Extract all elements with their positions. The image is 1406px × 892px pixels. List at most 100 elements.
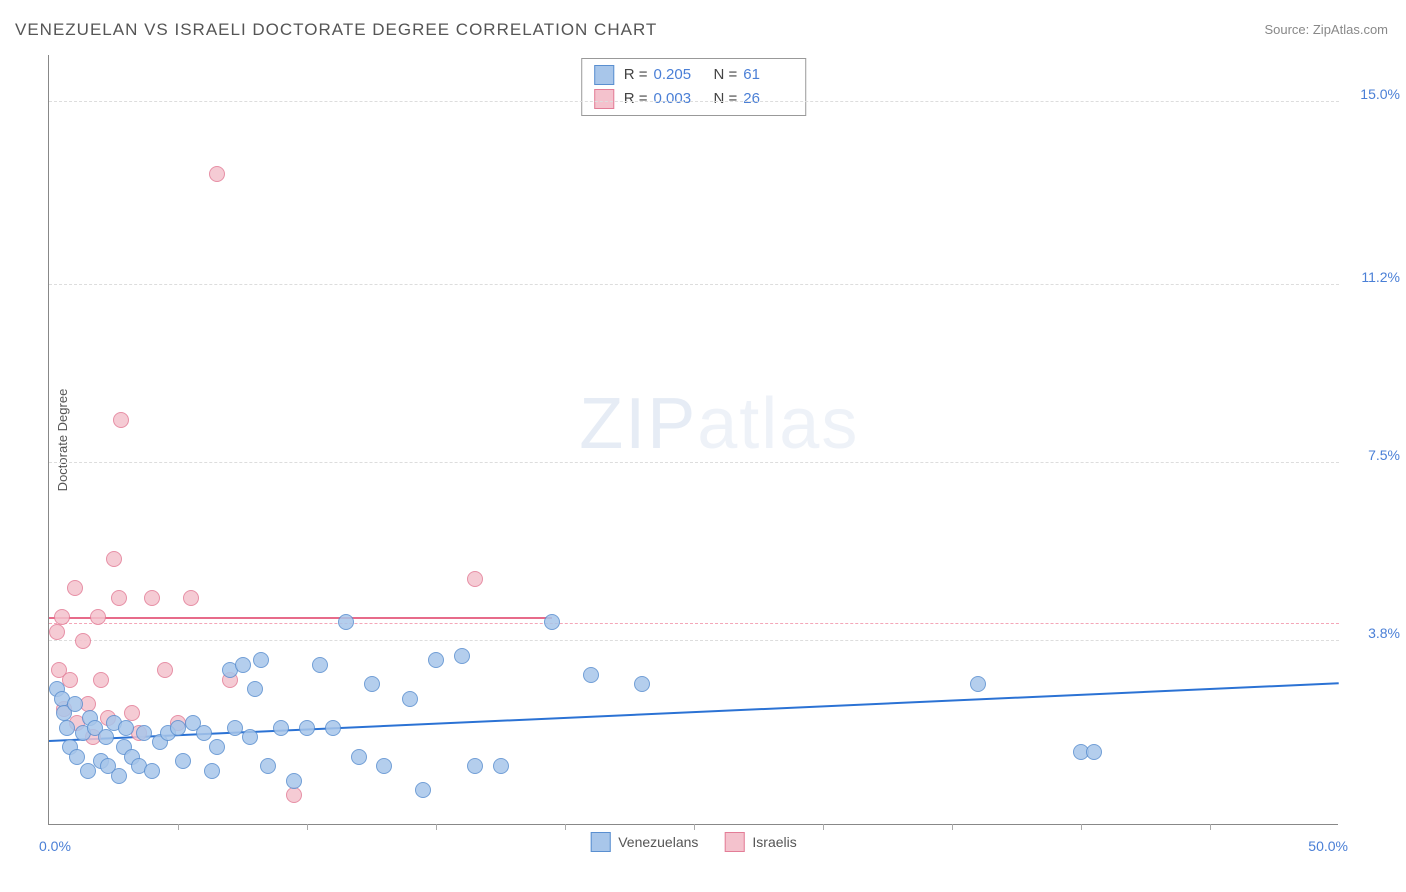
- point-venezuelan: [312, 657, 328, 673]
- legend-item-venezuelans: Venezuelans: [590, 832, 698, 852]
- point-venezuelan: [247, 681, 263, 697]
- point-venezuelan: [136, 725, 152, 741]
- chart-container: VENEZUELAN VS ISRAELI DOCTORATE DEGREE C…: [0, 0, 1406, 892]
- x-tick: [307, 824, 308, 830]
- x-tick: [178, 824, 179, 830]
- watermark-light: atlas: [697, 384, 859, 464]
- point-israeli: [106, 551, 122, 567]
- point-venezuelan: [111, 768, 127, 784]
- point-venezuelan: [242, 729, 258, 745]
- watermark-bold: ZIP: [579, 384, 697, 464]
- x-min-label: 0.0%: [39, 838, 71, 854]
- stat-n-label-i: N =: [714, 87, 738, 111]
- point-venezuelan: [325, 720, 341, 736]
- point-israeli: [111, 590, 127, 606]
- stat-r-v: 0.205: [654, 63, 704, 87]
- point-venezuelan: [253, 652, 269, 668]
- x-tick: [1210, 824, 1211, 830]
- point-venezuelan: [69, 749, 85, 765]
- point-venezuelan: [402, 691, 418, 707]
- stat-n-v: 61: [743, 63, 793, 87]
- point-venezuelan: [634, 676, 650, 692]
- trend-line: [49, 617, 552, 619]
- y-tick-label: 7.5%: [1368, 447, 1400, 463]
- point-israeli: [67, 580, 83, 596]
- stat-n-i: 26: [743, 87, 793, 111]
- stat-row-venezuelans: R = 0.205 N = 61: [594, 63, 794, 87]
- x-tick: [694, 824, 695, 830]
- point-venezuelan: [286, 773, 302, 789]
- point-israeli: [286, 787, 302, 803]
- point-venezuelan: [415, 782, 431, 798]
- point-israeli: [183, 590, 199, 606]
- point-venezuelan: [970, 676, 986, 692]
- reference-line-pink: [49, 623, 1339, 624]
- stat-legend: R = 0.205 N = 61 R = 0.003 N = 26: [581, 58, 807, 116]
- chart-title: VENEZUELAN VS ISRAELI DOCTORATE DEGREE C…: [15, 20, 657, 40]
- x-tick: [952, 824, 953, 830]
- gridline: [49, 462, 1339, 463]
- point-israeli: [467, 571, 483, 587]
- y-tick-label: 15.0%: [1360, 86, 1400, 102]
- point-venezuelan: [428, 652, 444, 668]
- point-venezuelan: [144, 763, 160, 779]
- point-venezuelan: [364, 676, 380, 692]
- stat-r-i: 0.003: [654, 87, 704, 111]
- point-venezuelan: [376, 758, 392, 774]
- gridline: [49, 101, 1339, 102]
- point-israeli: [209, 166, 225, 182]
- point-venezuelan: [59, 720, 75, 736]
- stat-r-label-v: R =: [624, 63, 648, 87]
- x-tick: [823, 824, 824, 830]
- point-israeli: [49, 624, 65, 640]
- point-israeli: [93, 672, 109, 688]
- point-venezuelan: [299, 720, 315, 736]
- point-venezuelan: [67, 696, 83, 712]
- x-tick: [565, 824, 566, 830]
- point-israeli: [54, 609, 70, 625]
- source-label: Source: ZipAtlas.com: [1264, 22, 1388, 37]
- swatch-venezuelans-2: [590, 832, 610, 852]
- point-venezuelan: [260, 758, 276, 774]
- point-venezuelan: [338, 614, 354, 630]
- point-venezuelan: [1086, 744, 1102, 760]
- x-tick: [436, 824, 437, 830]
- legend-label-israelis: Israelis: [752, 834, 796, 850]
- point-venezuelan: [273, 720, 289, 736]
- y-tick-label: 3.8%: [1368, 625, 1400, 641]
- point-israeli: [144, 590, 160, 606]
- point-venezuelan: [227, 720, 243, 736]
- point-venezuelan: [235, 657, 251, 673]
- point-venezuelan: [209, 739, 225, 755]
- point-venezuelan: [98, 729, 114, 745]
- gridline: [49, 640, 1339, 641]
- point-venezuelan: [170, 720, 186, 736]
- point-venezuelan: [118, 720, 134, 736]
- legend-label-venezuelans: Venezuelans: [618, 834, 698, 850]
- point-venezuelan: [204, 763, 220, 779]
- point-venezuelan: [196, 725, 212, 741]
- point-venezuelan: [467, 758, 483, 774]
- point-venezuelan: [351, 749, 367, 765]
- point-venezuelan: [583, 667, 599, 683]
- point-israeli: [157, 662, 173, 678]
- point-israeli: [75, 633, 91, 649]
- point-israeli: [90, 609, 106, 625]
- stat-n-label-v: N =: [714, 63, 738, 87]
- gridline: [49, 284, 1339, 285]
- stat-r-label-i: R =: [624, 87, 648, 111]
- x-tick: [1081, 824, 1082, 830]
- point-venezuelan: [544, 614, 560, 630]
- bottom-legend: Venezuelans Israelis: [590, 832, 797, 852]
- swatch-venezuelans: [594, 65, 614, 85]
- plot-area: ZIPatlas Doctorate Degree R = 0.205 N = …: [48, 55, 1338, 825]
- watermark: ZIPatlas: [579, 383, 859, 465]
- swatch-israelis: [594, 89, 614, 109]
- point-venezuelan: [493, 758, 509, 774]
- point-israeli: [113, 412, 129, 428]
- stat-row-israelis: R = 0.003 N = 26: [594, 87, 794, 111]
- x-max-label: 50.0%: [1308, 838, 1348, 854]
- point-venezuelan: [175, 753, 191, 769]
- y-tick-label: 11.2%: [1361, 269, 1400, 285]
- legend-item-israelis: Israelis: [724, 832, 796, 852]
